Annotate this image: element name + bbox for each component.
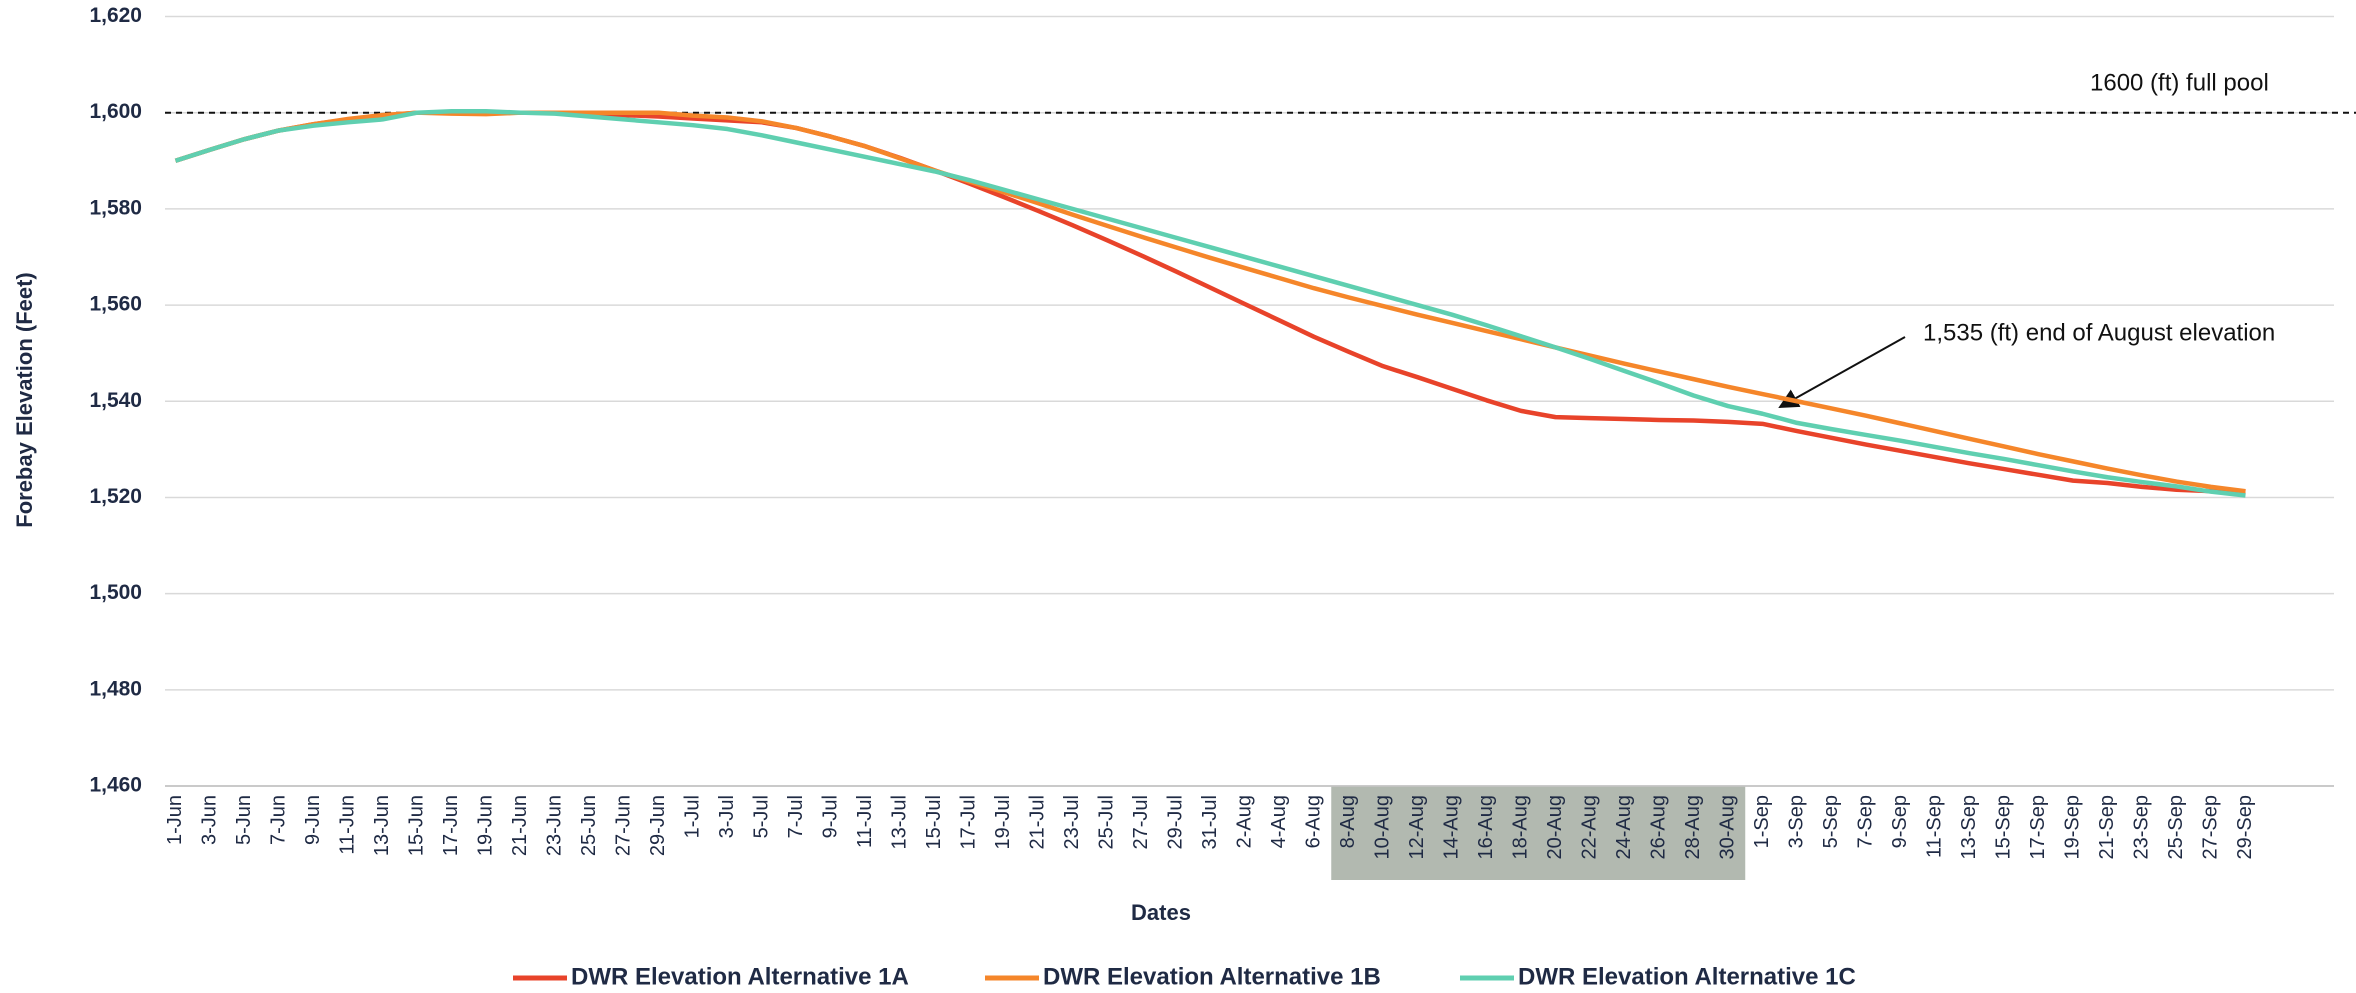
x-tick-label: 21-Jul <box>1026 795 1048 849</box>
x-tick-label: 28-Aug <box>1682 795 1704 860</box>
x-tick-label: 19-Jul <box>992 795 1014 849</box>
legend-label: DWR Elevation Alternative 1B <box>1043 963 1381 990</box>
annotation: 1,535 (ft) end of August elevation <box>1923 319 2275 346</box>
x-tick-label: 8-Aug <box>1337 795 1359 848</box>
x-tick-label: 18-Aug <box>1509 795 1531 860</box>
line-series <box>174 110 2246 495</box>
x-tick-label: 9-Jul <box>819 795 841 838</box>
x-tick-label: 13-Sep <box>1958 795 1980 860</box>
x-tick-label: 23-Sep <box>2130 795 2152 860</box>
x-tick-label: 15-Jun <box>405 795 427 856</box>
x-tick-label: 15-Jul <box>923 795 945 849</box>
x-tick-label: 19-Sep <box>2061 795 2083 860</box>
y-tick-label: 1,580 <box>89 196 142 219</box>
x-tick-label: 6-Aug <box>1302 795 1324 848</box>
y-tick-label: 1,480 <box>89 677 142 700</box>
x-tick-label: 13-Jul <box>888 795 910 849</box>
x-tick-label: 22-Aug <box>1578 795 1600 860</box>
x-tick-label: 27-Jun <box>612 795 634 856</box>
x-tick-label: 13-Jun <box>371 795 393 856</box>
x-tick-label: 5-Sep <box>1820 795 1842 848</box>
x-tick-label: 11-Jul <box>854 795 876 848</box>
x-tick-label: 12-Aug <box>1406 795 1428 860</box>
legend-label: DWR Elevation Alternative 1A <box>571 963 909 990</box>
y-tick-label: 1,540 <box>89 389 142 412</box>
x-tick-label: 2-Aug <box>1233 795 1255 848</box>
x-tick-label: 25-Jul <box>1095 795 1117 849</box>
x-tick-label: 3-Jun <box>198 795 220 845</box>
y-axis-title: Forebay Elevation (Feet) <box>12 272 37 528</box>
x-tick-label: 20-Aug <box>1544 795 1566 860</box>
x-tick-label: 3-Sep <box>1785 795 1807 848</box>
x-tick-label: 1-Sep <box>1751 795 1773 848</box>
x-tick-label: 7-Jul <box>785 795 807 838</box>
x-tick-label: 23-Jun <box>543 795 565 856</box>
x-tick-label: 19-Jun <box>474 795 496 856</box>
x-tick-label: 23-Jul <box>1061 795 1083 849</box>
x-tick-label: 15-Sep <box>1992 795 2014 860</box>
x-tick-label: 25-Jun <box>578 795 600 856</box>
x-tick-label: 30-Aug <box>1716 795 1738 860</box>
y-tick-label: 1,560 <box>89 293 142 316</box>
x-tick-label: 9-Sep <box>1889 795 1911 848</box>
x-tick-label: 29-Sep <box>2234 795 2256 860</box>
y-tick-label: 1,600 <box>89 100 142 123</box>
x-tick-label: 5-Jul <box>750 795 772 838</box>
x-tick-label: 1-Jun <box>164 795 186 845</box>
x-tick-label: 21-Jun <box>509 795 531 856</box>
x-tick-label: 10-Aug <box>1371 795 1393 860</box>
x-tick-label: 17-Jul <box>957 795 979 849</box>
y-tick-label: 1,500 <box>89 581 142 604</box>
x-tick-label: 7-Jun <box>267 795 289 845</box>
y-tick-label: 1,520 <box>89 485 142 508</box>
x-tick-label: 9-Jun <box>302 795 324 845</box>
line-series <box>174 108 2246 498</box>
x-tick-label: 4-Aug <box>1268 795 1290 848</box>
x-axis-title: Dates <box>1131 900 1191 925</box>
x-tick-label: 7-Sep <box>1854 795 1876 848</box>
x-tick-label: 24-Aug <box>1613 795 1635 860</box>
reference-label: 1600 (ft) full pool <box>2090 69 2269 96</box>
highlight-band <box>1331 786 1746 880</box>
x-tick-label: 3-Jul <box>716 795 738 838</box>
x-tick-label: 17-Jun <box>440 795 462 856</box>
x-tick-label: 29-Jul <box>1164 795 1186 849</box>
x-tick-label: 27-Sep <box>2199 795 2221 860</box>
y-tick-label: 1,460 <box>89 774 142 797</box>
line-series <box>174 110 2246 494</box>
x-tick-label: 27-Jul <box>1130 795 1152 849</box>
x-tick-label: 31-Jul <box>1199 795 1221 849</box>
x-tick-label: 21-Sep <box>2096 795 2118 860</box>
x-tick-label: 25-Sep <box>2165 795 2187 860</box>
x-tick-label: 11-Jun <box>336 795 358 855</box>
x-tick-label: 14-Aug <box>1440 795 1462 860</box>
x-tick-label: 29-Jun <box>647 795 669 856</box>
x-tick-label: 26-Aug <box>1647 795 1669 860</box>
legend-label: DWR Elevation Alternative 1C <box>1518 963 1856 990</box>
annotation-arrow <box>1778 336 1906 408</box>
y-tick-label: 1,620 <box>89 4 142 27</box>
x-tick-label: 17-Sep <box>2027 795 2049 860</box>
x-tick-label: 11-Sep <box>1923 795 1945 858</box>
x-tick-label: 5-Jun <box>233 795 255 845</box>
x-tick-label: 1-Jul <box>681 795 703 838</box>
x-tick-label: 16-Aug <box>1475 795 1497 860</box>
